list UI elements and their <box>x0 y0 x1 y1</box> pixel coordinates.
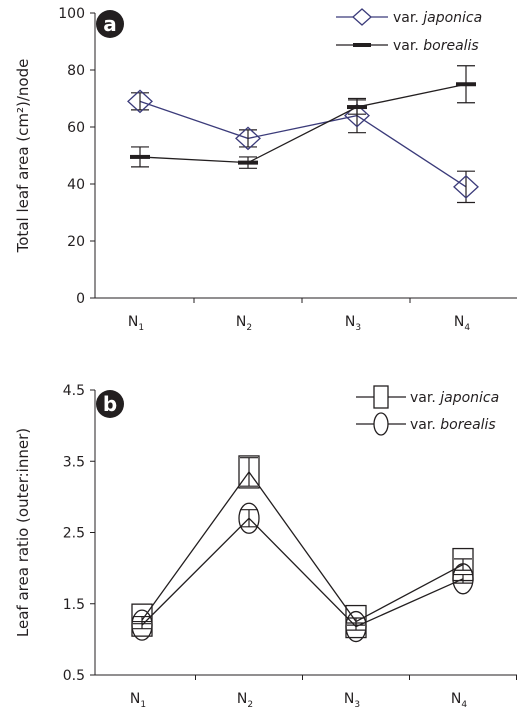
y-tick-label: 1.5 <box>63 597 85 613</box>
data-point-marker <box>127 89 153 114</box>
legend-label: var. borealis <box>410 417 496 433</box>
legend-label: var. japonica <box>410 390 499 406</box>
legend-marker <box>373 412 389 436</box>
y-tick-label: 20 <box>67 234 85 250</box>
panel-letter: a <box>103 12 117 36</box>
data-point-marker <box>347 105 367 110</box>
data-point-marker <box>345 610 367 643</box>
panel-letter-badge <box>96 10 124 38</box>
y-tick-label: 3.5 <box>63 454 85 470</box>
y-tick-label: 60 <box>67 120 85 136</box>
series-line <box>139 83 467 164</box>
data-point-marker <box>456 82 476 87</box>
y-tick-label: 0.5 <box>63 668 85 684</box>
y-tick-label: 80 <box>67 63 85 79</box>
x-tick-label: N4 <box>454 314 470 333</box>
data-point-marker <box>130 154 150 159</box>
legend-label: var. borealis <box>393 38 479 54</box>
data-point-marker <box>452 563 474 595</box>
x-tick-label: N3 <box>344 691 360 709</box>
y-tick-label: 0 <box>76 291 85 307</box>
y-tick-label: 100 <box>58 6 85 22</box>
panel-b: 0.5 1.5 2.5 3.5 4.5 N1 N2 N3 N4 Leaf area ratio (… <box>14 383 517 709</box>
data-point-marker <box>131 609 153 641</box>
data-point-marker <box>344 103 370 128</box>
legend-marker <box>353 43 371 47</box>
series-line <box>141 470 464 623</box>
legend-marker <box>352 8 372 26</box>
data-point-marker <box>238 160 258 165</box>
x-tick-label: N2 <box>236 314 252 333</box>
data-point-marker <box>238 502 260 534</box>
y-axis-title: Leaf area ratio (outer:inner) <box>14 428 32 637</box>
panel-letter-badge <box>96 390 124 418</box>
x-tick-label: N2 <box>237 691 253 709</box>
data-point-marker <box>238 455 260 489</box>
y-axis-title: Total leaf area (cm²)/node <box>14 59 32 254</box>
data-point-marker <box>235 126 261 151</box>
y-tick-label: 4.5 <box>63 383 85 399</box>
x-tick-label: N4 <box>451 691 467 709</box>
data-point-marker <box>453 174 479 199</box>
x-tick-label: N1 <box>130 691 146 709</box>
y-tick-label: 40 <box>67 177 85 193</box>
panel-letter: b <box>103 392 117 416</box>
panel-a: 0 20 40 60 80 100 N1 N2 N3 N4 Total leaf area (cm²… <box>14 6 517 333</box>
legend-marker <box>373 385 389 409</box>
x-tick-label: N3 <box>345 314 361 333</box>
legend-label: var. japonica <box>393 10 482 26</box>
y-tick-label: 2.5 <box>63 526 85 542</box>
series-line <box>139 100 467 188</box>
series-line <box>141 517 464 628</box>
x-tick-label: N1 <box>128 314 144 333</box>
